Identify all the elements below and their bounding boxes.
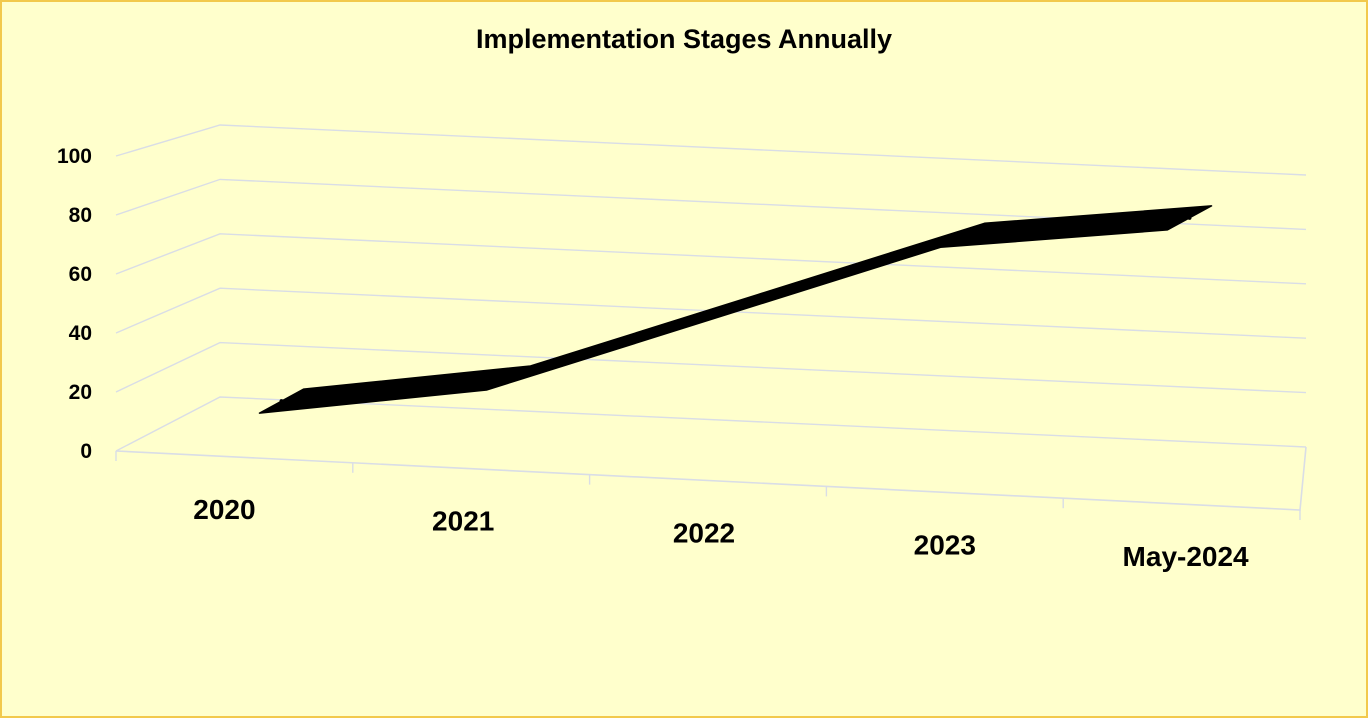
chart-title: Implementation Stages Annually xyxy=(475,24,893,54)
x-tick-label: 2022 xyxy=(673,518,735,549)
series-ribbon-shape xyxy=(258,205,1213,414)
series-ribbon xyxy=(258,205,1213,414)
data-point xyxy=(1187,215,1192,220)
gridline xyxy=(115,178,1307,231)
floor-edge xyxy=(115,446,1307,511)
gridline xyxy=(115,287,1307,339)
gridlines xyxy=(115,124,1307,452)
x-tick-label: 2020 xyxy=(193,494,255,525)
y-tick-label: 80 xyxy=(69,204,92,227)
gridline xyxy=(115,396,1307,452)
data-point xyxy=(960,233,965,238)
y-tick-label: 40 xyxy=(69,322,92,345)
y-axis-ticks: 0 20 40 60 80 100 xyxy=(57,145,92,463)
x-tick-label: May-2024 xyxy=(1123,541,1250,572)
data-point xyxy=(279,399,284,404)
gridline xyxy=(115,233,1307,285)
gridline xyxy=(115,341,1307,394)
y-tick-label: 0 xyxy=(80,440,92,463)
y-tick-label: 100 xyxy=(57,145,92,168)
x-tick-label: 2021 xyxy=(432,506,494,537)
y-tick-label: 20 xyxy=(69,381,92,404)
data-point xyxy=(733,304,738,309)
data-point xyxy=(506,375,511,380)
x-tick-label: 2023 xyxy=(914,529,976,560)
y-tick-label: 60 xyxy=(69,263,92,286)
gridline xyxy=(115,124,1307,176)
chart-floor xyxy=(115,446,1307,511)
x-axis-ticks: 2020 2021 2022 2023 May-2024 xyxy=(115,451,1301,572)
